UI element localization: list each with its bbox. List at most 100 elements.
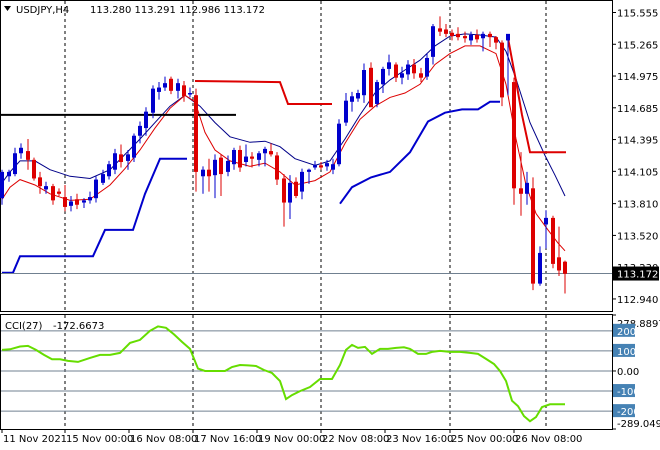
candle bbox=[207, 158, 211, 192]
candle bbox=[201, 166, 205, 194]
candle bbox=[331, 158, 335, 175]
candle bbox=[406, 60, 410, 80]
candle-body bbox=[325, 163, 329, 167]
candle-body bbox=[406, 64, 410, 75]
cci-level-label-bg bbox=[613, 323, 635, 337]
cci-tick-label: 100 bbox=[617, 347, 636, 358]
candle bbox=[494, 36, 498, 50]
candle bbox=[263, 146, 267, 167]
candle bbox=[519, 152, 523, 216]
cci-line bbox=[1, 325, 565, 423]
candle-body bbox=[494, 37, 498, 43]
time-tick-label: 26 Nov 08:00 bbox=[515, 434, 582, 445]
candle bbox=[13, 147, 17, 177]
candle-body bbox=[275, 155, 279, 180]
candle bbox=[169, 76, 173, 95]
candle-body bbox=[344, 100, 348, 123]
candle-body bbox=[51, 186, 55, 201]
candle bbox=[144, 107, 148, 136]
candle-body bbox=[75, 199, 79, 205]
candle bbox=[325, 159, 329, 171]
candle bbox=[119, 144, 123, 168]
ohlc-readout: 113.280 113.291 112.986 113.172 bbox=[90, 5, 265, 16]
candle bbox=[387, 54, 391, 76]
candle-body bbox=[431, 26, 435, 57]
candle-body bbox=[163, 83, 167, 88]
candle bbox=[313, 160, 317, 170]
candle-body bbox=[538, 252, 542, 284]
candle bbox=[0, 169, 4, 205]
candle-body bbox=[450, 32, 454, 37]
candle bbox=[57, 188, 61, 196]
candle-body bbox=[512, 82, 516, 189]
candle-body bbox=[394, 64, 398, 78]
candle-body bbox=[101, 174, 105, 183]
candle bbox=[157, 82, 161, 100]
cci-levels bbox=[1, 330, 612, 412]
time-tick-label: 17 Nov 16:00 bbox=[194, 434, 261, 445]
price-chart-pane: 115.555 115.265 114.975 114.685 114.395 114.1… bbox=[0, 0, 659, 312]
channel-high-line bbox=[194, 80, 332, 105]
candle-body bbox=[544, 217, 548, 225]
cci-tick-label: 0.00 bbox=[617, 367, 639, 378]
candle-body bbox=[26, 151, 30, 160]
candle-body bbox=[257, 153, 261, 160]
candle bbox=[19, 143, 23, 159]
cci-grid bbox=[64, 315, 547, 429]
candle-body bbox=[525, 182, 529, 194]
candle-body bbox=[132, 135, 136, 158]
candle-body bbox=[250, 156, 254, 159]
candle bbox=[82, 198, 86, 209]
collapse-triangle-icon[interactable] bbox=[4, 6, 11, 11]
candle-body bbox=[425, 57, 429, 77]
candle bbox=[531, 177, 535, 291]
candle-body bbox=[488, 33, 492, 38]
candle-body bbox=[551, 217, 555, 264]
channel-low-line bbox=[339, 100, 500, 205]
candle bbox=[132, 133, 136, 163]
candle-body bbox=[119, 154, 123, 163]
candle bbox=[188, 87, 192, 98]
candle bbox=[500, 40, 504, 107]
candle-body bbox=[63, 197, 67, 207]
candle-body bbox=[319, 165, 323, 168]
candle-body bbox=[263, 148, 267, 154]
cci-tick-label: 278.8897 bbox=[617, 319, 660, 330]
candle-body bbox=[269, 151, 273, 155]
candle-body bbox=[201, 169, 205, 177]
candle bbox=[182, 80, 186, 102]
candle bbox=[213, 154, 217, 199]
candle-body bbox=[57, 191, 61, 194]
candle-body bbox=[157, 87, 161, 92]
candle bbox=[75, 193, 79, 210]
candle bbox=[431, 24, 435, 65]
candle bbox=[232, 147, 236, 170]
candle-body bbox=[182, 85, 186, 97]
candle-body bbox=[419, 73, 423, 78]
candle bbox=[194, 88, 198, 192]
candle bbox=[551, 215, 555, 269]
candle-body bbox=[387, 62, 391, 69]
candle-body bbox=[32, 159, 36, 179]
candle bbox=[350, 91, 354, 112]
candle bbox=[394, 62, 398, 83]
price-tick-label: 115.555 bbox=[617, 9, 658, 20]
candle-body bbox=[300, 171, 304, 192]
candle bbox=[369, 62, 373, 108]
candle-body bbox=[531, 188, 535, 284]
candle-body bbox=[288, 182, 292, 203]
cci-title: CCI(27) bbox=[5, 321, 43, 332]
time-tick-label: 19 Nov 00:00 bbox=[258, 434, 325, 445]
candle bbox=[88, 191, 92, 204]
candle-body bbox=[88, 197, 92, 201]
candle bbox=[275, 152, 279, 186]
candle-body bbox=[107, 164, 111, 177]
candle bbox=[244, 144, 248, 167]
time-tick-label: 23 Nov 16:00 bbox=[386, 434, 453, 445]
candle-body bbox=[362, 70, 366, 96]
candle bbox=[544, 210, 548, 249]
candle bbox=[425, 53, 429, 80]
candle bbox=[94, 176, 98, 203]
